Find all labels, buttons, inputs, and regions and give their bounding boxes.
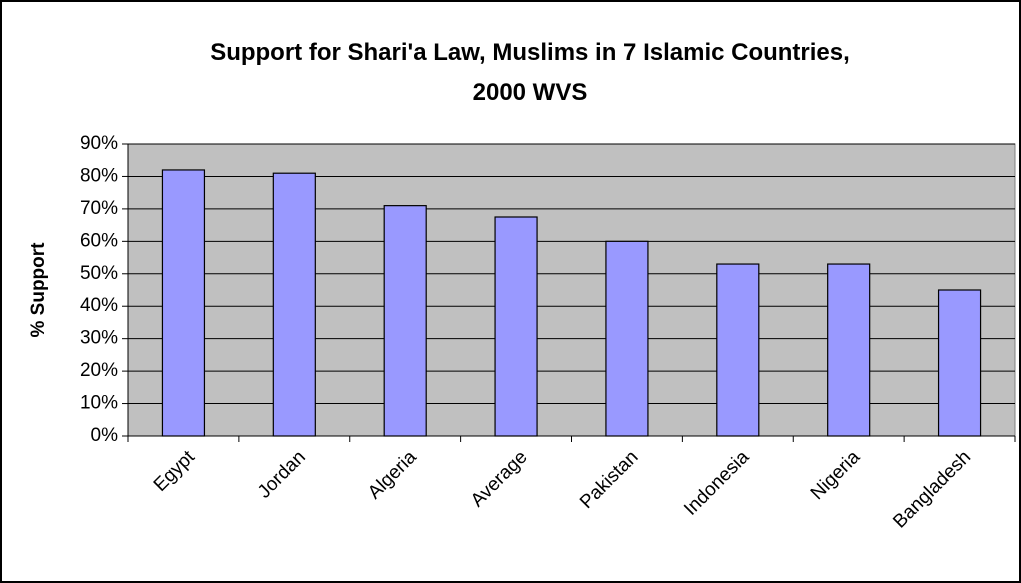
bar [937, 289, 982, 437]
y-tick-label: 30% [80, 328, 118, 349]
bar [161, 169, 206, 437]
plot-area [127, 143, 1016, 437]
y-tick-label: 40% [80, 295, 118, 316]
y-tick-label: 20% [80, 360, 118, 381]
chart-title: 2000 WVS [473, 79, 588, 106]
bar [827, 263, 871, 437]
y-axis-label: % Support [28, 242, 49, 338]
chart-title: Support for Shari'a Law, Muslims in 7 Is… [210, 39, 850, 66]
y-tick-label: 50% [80, 263, 118, 284]
bar [383, 205, 427, 437]
y-tick-label: 10% [80, 393, 118, 414]
y-tick-label: 80% [80, 165, 118, 186]
y-tick-label: 70% [80, 198, 118, 219]
bar [272, 172, 316, 437]
y-tick-label: 90% [80, 133, 118, 154]
y-tick-label: 60% [80, 230, 118, 251]
y-tick-label: 0% [91, 425, 119, 446]
bar [494, 216, 538, 437]
bar [605, 240, 649, 437]
bar [716, 263, 760, 437]
